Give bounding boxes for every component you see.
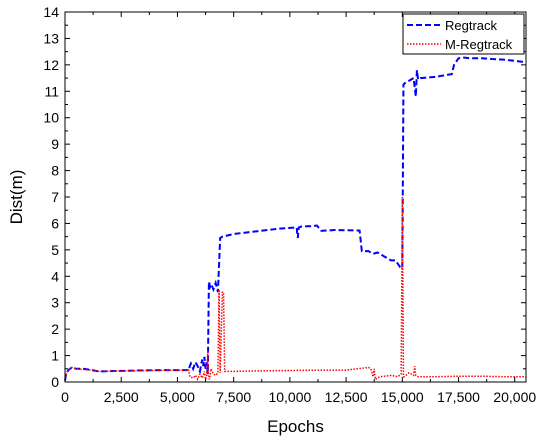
y-tick-label: 0 <box>51 374 59 390</box>
y-tick-label: 10 <box>43 110 59 126</box>
y-tick-label: 12 <box>43 57 59 73</box>
x-tick-label: 15,000 <box>381 389 424 405</box>
y-tick-label: 8 <box>51 163 59 179</box>
y-tick-label: 13 <box>43 30 59 46</box>
y-tick-label: 9 <box>51 136 59 152</box>
x-tick-label: 7,500 <box>216 389 251 405</box>
y-tick-label: 14 <box>43 4 59 20</box>
x-axis-title: Epochs <box>267 417 324 436</box>
y-axis-title: Dist(m) <box>7 170 26 225</box>
y-tick-label: 5 <box>51 242 59 258</box>
plot-frame <box>64 11 527 383</box>
x-tick-label: 5,000 <box>160 389 195 405</box>
legend-label-regtrack: Regtrack <box>445 18 498 33</box>
legend: Regtrack M-Regtrack <box>402 13 525 55</box>
legend-label-m-regtrack: M-Regtrack <box>445 37 513 52</box>
series-layer <box>64 56 527 383</box>
y-tick-label: 7 <box>51 189 59 205</box>
y-tick-label: 2 <box>51 321 59 337</box>
y-tick-label: 11 <box>44 83 59 99</box>
x-tick-label: 12,500 <box>325 389 368 405</box>
x-tick-label: 10,000 <box>268 389 311 405</box>
y-tick-label: 4 <box>51 268 59 284</box>
y-tick-label: 1 <box>51 348 59 364</box>
y-tick-label: 3 <box>51 295 59 311</box>
x-tick-label: 0 <box>61 389 69 405</box>
x-tick-label: 2,500 <box>104 389 139 405</box>
series-line-m-regtrack <box>64 196 526 383</box>
legend-box <box>402 13 525 55</box>
x-tick-label: 17,500 <box>437 389 480 405</box>
ticks-layer: 0 2,500 5,000 7,500 10,000 12,500 15,000 17,500… <box>43 4 536 405</box>
y-tick-label: 6 <box>51 215 59 231</box>
x-tick-label: 20,000 <box>493 389 536 405</box>
series-line-regtrack <box>64 56 527 381</box>
